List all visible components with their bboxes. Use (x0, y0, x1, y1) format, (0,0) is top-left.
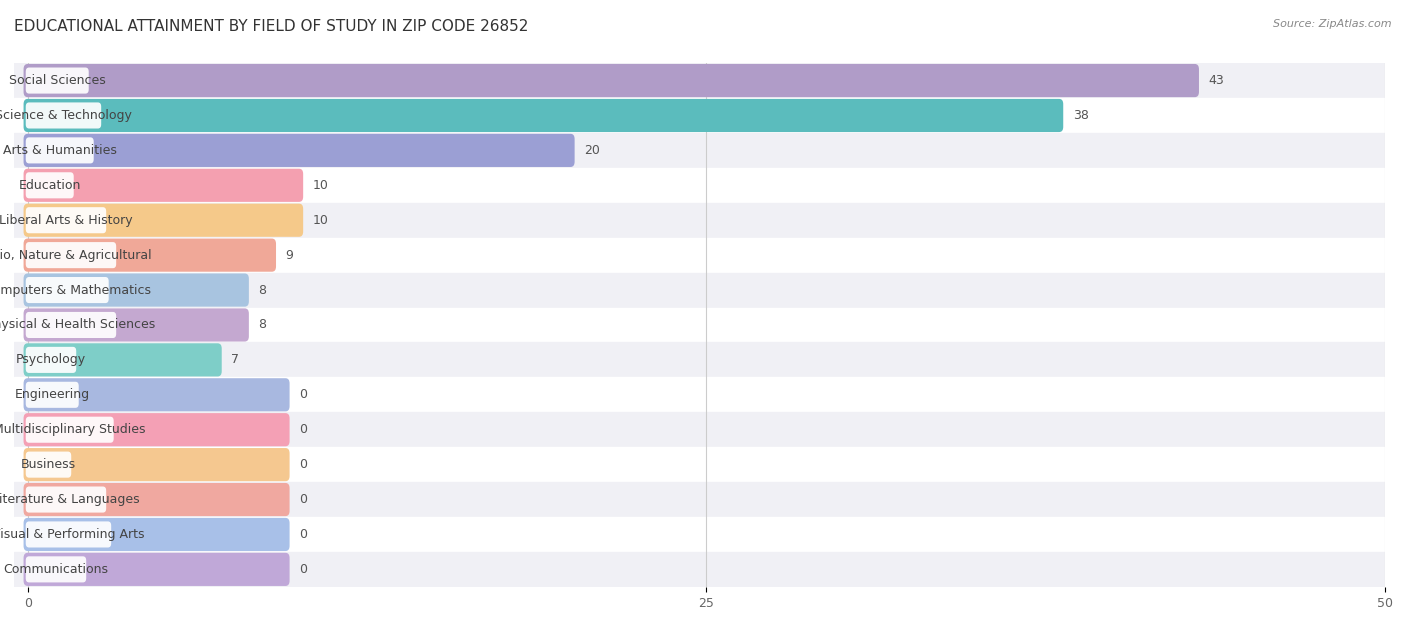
Text: 0: 0 (299, 458, 307, 471)
Text: Education: Education (18, 179, 82, 192)
Bar (14, 377, 1385, 412)
Bar (14, 447, 1385, 482)
Text: 43: 43 (1209, 74, 1225, 87)
Text: 10: 10 (312, 179, 329, 192)
Text: 20: 20 (583, 144, 600, 157)
Text: 7: 7 (231, 353, 239, 367)
Text: Visual & Performing Arts: Visual & Performing Arts (0, 528, 145, 541)
FancyBboxPatch shape (24, 343, 222, 377)
Text: Arts & Humanities: Arts & Humanities (3, 144, 117, 157)
Text: Multidisciplinary Studies: Multidisciplinary Studies (0, 423, 146, 436)
Text: Computers & Mathematics: Computers & Mathematics (0, 283, 150, 297)
Text: Liberal Arts & History: Liberal Arts & History (0, 214, 132, 227)
FancyBboxPatch shape (24, 378, 290, 411)
Bar (14, 98, 1385, 133)
FancyBboxPatch shape (25, 557, 86, 582)
FancyBboxPatch shape (24, 273, 249, 307)
Text: 0: 0 (299, 563, 307, 576)
Bar (14, 343, 1385, 377)
FancyBboxPatch shape (24, 204, 304, 237)
Text: 9: 9 (285, 249, 294, 262)
FancyBboxPatch shape (24, 239, 276, 272)
FancyBboxPatch shape (25, 382, 79, 408)
FancyBboxPatch shape (24, 99, 1063, 132)
Bar (14, 133, 1385, 168)
Bar (14, 307, 1385, 343)
FancyBboxPatch shape (25, 207, 107, 233)
FancyBboxPatch shape (24, 483, 290, 516)
FancyBboxPatch shape (24, 309, 249, 341)
Text: Literature & Languages: Literature & Languages (0, 493, 139, 506)
FancyBboxPatch shape (25, 452, 72, 478)
FancyBboxPatch shape (24, 168, 304, 202)
Bar (14, 63, 1385, 98)
FancyBboxPatch shape (25, 487, 107, 512)
Bar (14, 482, 1385, 517)
FancyBboxPatch shape (25, 102, 101, 129)
FancyBboxPatch shape (25, 347, 76, 373)
Bar (14, 412, 1385, 447)
FancyBboxPatch shape (24, 413, 290, 446)
FancyBboxPatch shape (25, 68, 89, 93)
FancyBboxPatch shape (25, 312, 117, 338)
Text: 8: 8 (259, 319, 266, 331)
FancyBboxPatch shape (25, 242, 117, 268)
Bar (14, 273, 1385, 307)
Text: 0: 0 (299, 423, 307, 436)
Bar (14, 552, 1385, 587)
Text: Physical & Health Sciences: Physical & Health Sciences (0, 319, 156, 331)
FancyBboxPatch shape (24, 518, 290, 551)
FancyBboxPatch shape (24, 134, 575, 167)
Bar (14, 203, 1385, 238)
Text: Engineering: Engineering (14, 388, 90, 401)
FancyBboxPatch shape (24, 448, 290, 481)
Text: 0: 0 (299, 493, 307, 506)
Text: 0: 0 (299, 388, 307, 401)
Text: Science & Technology: Science & Technology (0, 109, 132, 122)
FancyBboxPatch shape (25, 172, 73, 198)
Text: 8: 8 (259, 283, 266, 297)
Text: Social Sciences: Social Sciences (8, 74, 105, 87)
FancyBboxPatch shape (24, 64, 1199, 97)
Text: 10: 10 (312, 214, 329, 227)
Text: Source: ZipAtlas.com: Source: ZipAtlas.com (1274, 19, 1392, 29)
FancyBboxPatch shape (25, 521, 111, 548)
Text: Bio, Nature & Agricultural: Bio, Nature & Agricultural (0, 249, 152, 262)
Text: EDUCATIONAL ATTAINMENT BY FIELD OF STUDY IN ZIP CODE 26852: EDUCATIONAL ATTAINMENT BY FIELD OF STUDY… (14, 19, 529, 34)
Text: 38: 38 (1073, 109, 1088, 122)
Text: Psychology: Psychology (15, 353, 86, 367)
Bar (14, 238, 1385, 273)
Bar (14, 517, 1385, 552)
FancyBboxPatch shape (25, 416, 114, 443)
FancyBboxPatch shape (25, 138, 94, 163)
Text: Business: Business (21, 458, 76, 471)
FancyBboxPatch shape (24, 553, 290, 586)
FancyBboxPatch shape (25, 277, 108, 303)
Text: 0: 0 (299, 528, 307, 541)
Text: Communications: Communications (3, 563, 108, 576)
Bar (14, 168, 1385, 203)
